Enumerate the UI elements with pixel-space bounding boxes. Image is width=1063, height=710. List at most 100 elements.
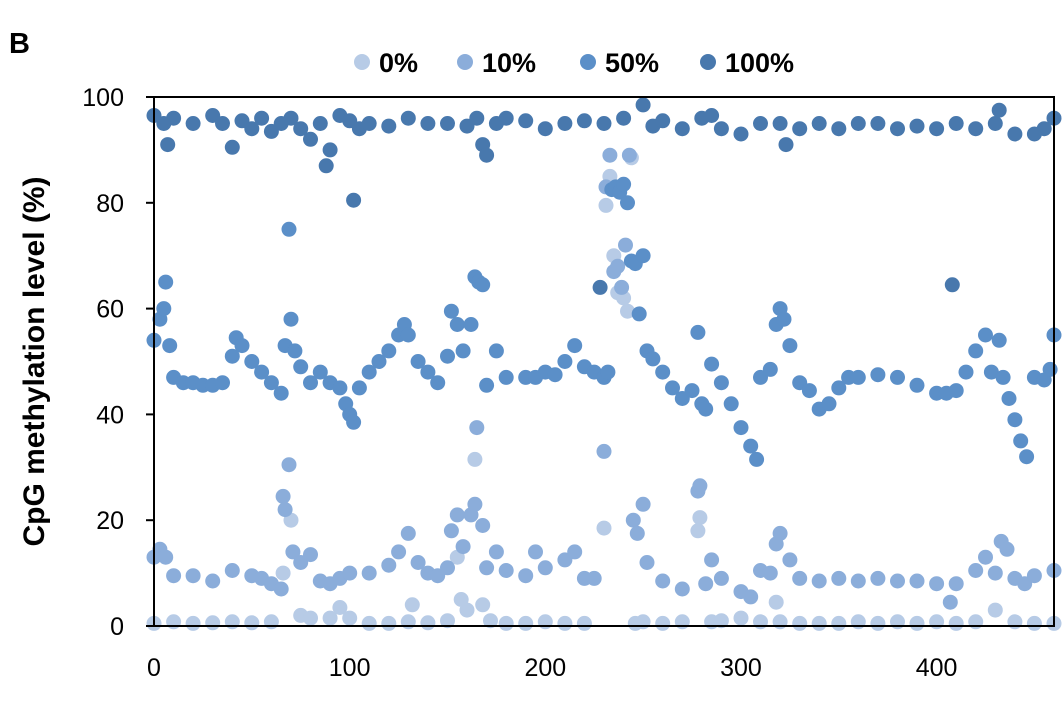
data-point xyxy=(342,565,358,581)
data-point xyxy=(547,367,563,383)
legend-label: 100% xyxy=(725,48,794,78)
data-point xyxy=(185,116,201,131)
data-point xyxy=(420,364,436,380)
data-point xyxy=(792,121,808,137)
data-point xyxy=(430,375,446,391)
data-point xyxy=(749,451,765,467)
data-point xyxy=(870,570,886,586)
data-point xyxy=(346,414,362,430)
y-tick-label: 20 xyxy=(96,507,124,535)
data-point xyxy=(674,581,690,597)
data-point xyxy=(616,176,632,192)
data-point xyxy=(410,354,426,369)
data-point xyxy=(592,279,608,295)
data-point xyxy=(285,544,301,560)
data-point xyxy=(459,602,475,618)
data-point xyxy=(639,555,655,570)
data-point xyxy=(244,354,260,369)
data-point xyxy=(1001,391,1017,406)
data-point xyxy=(537,121,553,137)
data-point xyxy=(733,420,749,436)
data-point xyxy=(273,385,289,401)
data-point xyxy=(443,523,459,539)
data-point xyxy=(351,380,367,396)
data-point xyxy=(166,110,182,126)
data-point xyxy=(635,248,651,264)
data-point xyxy=(948,116,964,131)
data-point xyxy=(635,97,651,113)
data-point xyxy=(381,343,397,359)
data-point xyxy=(870,116,886,131)
data-point xyxy=(983,364,999,380)
data-point xyxy=(293,359,309,375)
data-point xyxy=(244,121,260,137)
x-tick-label: 0 xyxy=(147,654,161,682)
data-point xyxy=(371,354,387,369)
data-point xyxy=(776,311,792,327)
data-point xyxy=(948,615,964,631)
data-point xyxy=(596,443,612,459)
data-point xyxy=(655,573,671,589)
data-point xyxy=(655,364,671,380)
data-point xyxy=(684,383,700,399)
data-point xyxy=(420,116,436,131)
data-point xyxy=(224,139,240,155)
legend-marker xyxy=(354,54,370,70)
y-axis-ticks: 0 20 40 60 80 100 xyxy=(82,84,154,641)
data-point xyxy=(318,158,334,174)
data-point xyxy=(303,131,318,147)
legend-marker xyxy=(457,54,473,70)
data-point xyxy=(158,274,174,290)
y-axis-title: CpG methylation level (%) xyxy=(18,176,51,546)
x-tick-label: 100 xyxy=(329,654,371,682)
data-point xyxy=(995,369,1011,385)
data-point xyxy=(772,525,788,541)
data-point xyxy=(162,338,178,354)
data-point xyxy=(870,615,886,631)
data-point xyxy=(463,317,479,332)
data-point xyxy=(987,602,1003,618)
data-point xyxy=(443,303,459,319)
data-point xyxy=(283,110,299,126)
data-point xyxy=(410,555,426,570)
data-point xyxy=(498,563,514,578)
data-point xyxy=(537,614,553,630)
data-point xyxy=(890,614,905,630)
data-point xyxy=(440,348,455,364)
data-point xyxy=(890,573,905,589)
data-point xyxy=(287,343,303,359)
data-point xyxy=(811,615,827,631)
data-point xyxy=(968,614,984,630)
y-tick-label: 0 xyxy=(110,613,124,641)
data-point xyxy=(596,520,612,536)
data-point xyxy=(690,324,706,340)
data-point xyxy=(312,364,328,380)
data-point xyxy=(440,613,455,629)
data-point xyxy=(475,597,491,613)
data-point xyxy=(400,614,416,630)
data-point xyxy=(576,615,592,631)
data-point xyxy=(713,375,729,391)
series-1 xyxy=(146,147,1062,610)
data-point xyxy=(792,570,808,586)
data-point xyxy=(498,110,514,126)
data-point xyxy=(483,613,498,629)
panel-label: B xyxy=(9,28,30,60)
data-point xyxy=(205,615,221,631)
data-point xyxy=(831,121,847,137)
data-point xyxy=(273,581,289,597)
data-point xyxy=(440,560,455,576)
data-point xyxy=(629,525,645,541)
data-point xyxy=(467,496,483,512)
data-point xyxy=(968,563,984,578)
y-tick-label: 100 xyxy=(82,84,124,112)
data-point xyxy=(467,451,483,467)
y-tick-label: 80 xyxy=(96,190,124,218)
data-point xyxy=(1013,433,1029,449)
data-point xyxy=(381,557,397,573)
data-point xyxy=(602,147,618,163)
data-point xyxy=(1019,449,1035,465)
data-point xyxy=(479,377,495,393)
data-point xyxy=(655,113,671,129)
legend-label: 0% xyxy=(379,48,418,78)
